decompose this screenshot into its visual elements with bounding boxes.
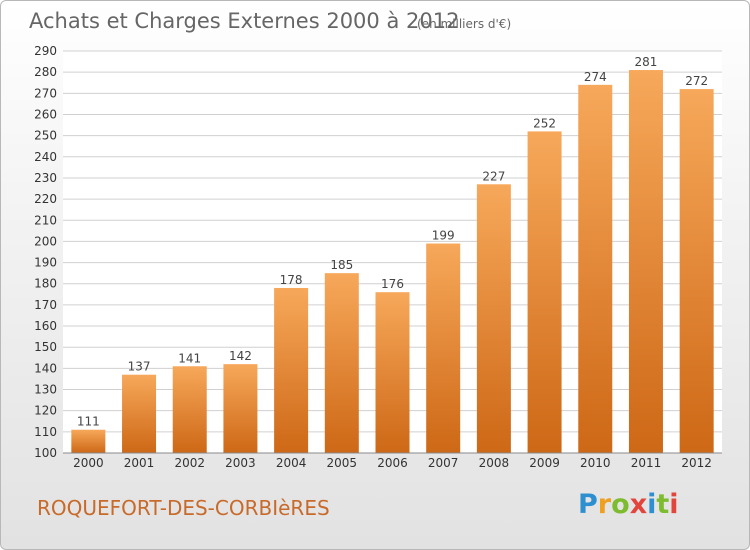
y-tick-label: 150 xyxy=(34,340,57,354)
x-tick-label: 2003 xyxy=(225,456,256,470)
x-tick-label: 2010 xyxy=(580,456,611,470)
x-tick-label: 2008 xyxy=(479,456,510,470)
value-label-2005: 185 xyxy=(330,258,353,272)
bar-2009 xyxy=(527,131,562,453)
bar-2000 xyxy=(71,429,106,453)
y-tick-label: 280 xyxy=(34,65,57,79)
value-label-2003: 142 xyxy=(229,349,252,363)
bar-2004 xyxy=(274,287,309,453)
value-label-2012: 272 xyxy=(685,74,708,88)
y-tick-label: 130 xyxy=(34,383,57,397)
bar-2010 xyxy=(578,84,613,453)
y-tick-label: 140 xyxy=(34,361,57,375)
x-tick-label: 2009 xyxy=(529,456,560,470)
y-tick-label: 220 xyxy=(34,192,57,206)
x-tick-label: 2005 xyxy=(327,456,358,470)
bars: 111 137 141 142 178 185 176 199 227 252 274 281 272 xyxy=(71,55,714,453)
y-tick-label: 200 xyxy=(34,234,57,248)
commune-name: ROQUEFORT-DES-CORBIèRES xyxy=(37,496,330,520)
y-tick-label: 120 xyxy=(34,404,57,418)
y-tick-label: 100 xyxy=(34,446,57,460)
value-label-2004: 178 xyxy=(280,273,303,287)
y-tick-label: 110 xyxy=(34,425,57,439)
y-tick-label: 190 xyxy=(34,256,57,270)
bar-2003 xyxy=(223,364,258,453)
x-tick-label: 2002 xyxy=(174,456,205,470)
bar-2007 xyxy=(426,243,461,453)
chart-title: Achats et Charges Externes 2000 à 2012 xyxy=(29,9,460,33)
value-label-2002: 141 xyxy=(178,351,201,365)
bar-2008 xyxy=(476,184,511,453)
y-tick-label: 290 xyxy=(34,44,57,58)
value-label-2011: 281 xyxy=(635,55,658,69)
bar-2006 xyxy=(375,292,410,453)
value-label-2006: 176 xyxy=(381,277,404,291)
x-tick-label: 2001 xyxy=(124,456,155,470)
y-tick-label: 170 xyxy=(34,298,57,312)
value-label-2008: 227 xyxy=(482,169,505,183)
y-tick-label: 160 xyxy=(34,319,57,333)
y-tick-label: 250 xyxy=(34,129,57,143)
y-tick-label: 210 xyxy=(34,213,57,227)
bar-2001 xyxy=(122,374,157,453)
y-tick-label: 240 xyxy=(34,150,57,164)
y-axis: 100 110 120 130 140 150 160 170 180 190 200 210 220 2… xyxy=(34,44,57,460)
y-tick-label: 270 xyxy=(34,86,57,100)
chart-subtitle: (en milliers d'€) xyxy=(417,17,512,31)
x-axis: 2000 2001 2002 2003 2004 2005 2006 2007 2008 2009… xyxy=(73,456,712,470)
y-tick-label: 260 xyxy=(34,107,57,121)
value-label-2007: 199 xyxy=(432,229,455,243)
bar-2002 xyxy=(172,366,207,453)
x-tick-label: 2004 xyxy=(276,456,307,470)
value-label-2010: 274 xyxy=(584,70,607,84)
proxiti-logo: Proxiti xyxy=(578,489,679,520)
x-tick-label: 2000 xyxy=(73,456,104,470)
y-tick-label: 180 xyxy=(34,277,57,291)
value-label-2009: 252 xyxy=(533,116,556,130)
value-label-2001: 137 xyxy=(128,360,151,374)
x-tick-label: 2012 xyxy=(681,456,712,470)
value-label-2000: 111 xyxy=(77,415,100,429)
bar-2011 xyxy=(628,70,663,453)
x-tick-label: 2006 xyxy=(377,456,408,470)
x-tick-label: 2007 xyxy=(428,456,459,470)
bar-2012 xyxy=(679,89,714,453)
y-tick-label: 230 xyxy=(34,171,57,185)
x-tick-label: 2011 xyxy=(631,456,662,470)
bar-2005 xyxy=(324,273,359,453)
